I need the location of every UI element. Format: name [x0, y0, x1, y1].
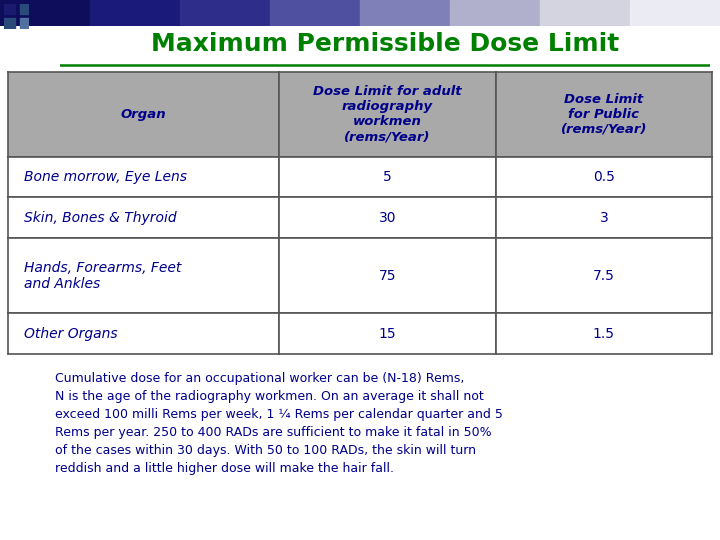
- Text: Bone morrow, Eye Lens: Bone morrow, Eye Lens: [24, 170, 187, 184]
- Bar: [4, 3, 15, 14]
- Text: Cumulative dose for an occupational worker can be (N-18) Rems,
N is the age of t: Cumulative dose for an occupational work…: [55, 372, 503, 475]
- Bar: [19, 18, 30, 29]
- Text: 75: 75: [379, 269, 396, 283]
- Bar: [4, 18, 15, 29]
- Bar: [19, 3, 30, 14]
- Text: 30: 30: [379, 211, 396, 225]
- Text: 5: 5: [383, 170, 392, 184]
- Text: 3: 3: [600, 211, 608, 225]
- Text: Skin, Bones & Thyroid: Skin, Bones & Thyroid: [24, 211, 177, 225]
- Bar: [0, 0, 90, 26]
- Text: Dose Limit
for Public
(rems/Year): Dose Limit for Public (rems/Year): [561, 93, 647, 136]
- Bar: [180, 0, 270, 26]
- Text: 7.5: 7.5: [593, 269, 615, 283]
- Text: Maximum Permissible Dose Limit: Maximum Permissible Dose Limit: [151, 32, 619, 57]
- Text: 1.5: 1.5: [593, 327, 615, 341]
- Bar: [540, 0, 630, 26]
- Text: Dose Limit for adult
radiography
workmen
(rems/Year): Dose Limit for adult radiography workmen…: [313, 85, 462, 143]
- Bar: [270, 0, 360, 26]
- Text: Organ: Organ: [121, 108, 166, 121]
- Bar: [630, 0, 720, 26]
- Bar: [90, 0, 180, 26]
- Text: 15: 15: [379, 327, 396, 341]
- Bar: [450, 0, 540, 26]
- Text: 0.5: 0.5: [593, 170, 615, 184]
- Text: Hands, Forearms, Feet
and Ankles: Hands, Forearms, Feet and Ankles: [24, 261, 181, 291]
- Bar: [360, 0, 450, 26]
- Text: Other Organs: Other Organs: [24, 327, 118, 341]
